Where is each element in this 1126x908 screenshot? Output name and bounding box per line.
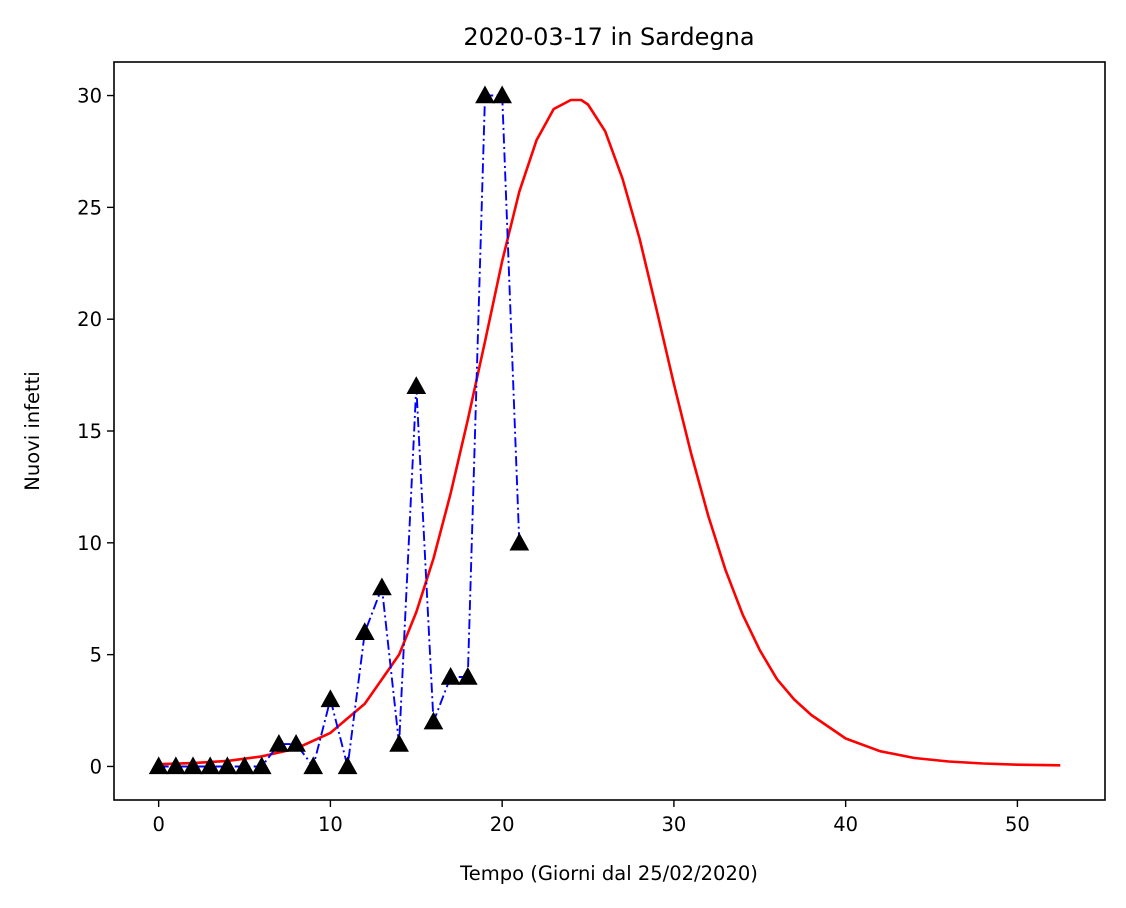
observed-point: [200, 756, 221, 775]
observed-point: [354, 622, 375, 640]
y-axis-label: Nuovi infetti: [21, 371, 44, 490]
observed-point: [372, 577, 392, 596]
y-tick-label: 15: [77, 420, 102, 443]
observed-point: [389, 734, 409, 752]
plot-area: [113, 61, 1106, 801]
observed-point: [165, 756, 186, 775]
observed-point: [475, 85, 495, 104]
x-axis-ticks: 0 10 20 30 40 50: [152, 800, 1030, 836]
x-tick-label: 10: [318, 813, 343, 836]
model-curve: [158, 98, 1061, 767]
observed-point: [269, 734, 289, 752]
observed-point: [320, 689, 341, 708]
observed-point: [251, 756, 272, 775]
observed-point: [337, 756, 358, 775]
observed-point: [406, 376, 427, 394]
series-layer: [148, 85, 1061, 775]
observed-point: [234, 756, 255, 775]
observed-point: [148, 756, 169, 775]
observed-point: [440, 666, 461, 685]
y-axis-ticks: 0 5 10 15 20 25 30: [77, 85, 114, 778]
y-tick-label: 20: [77, 308, 102, 331]
observed-point: [457, 666, 478, 685]
y-tick-label: 5: [90, 644, 102, 667]
x-axis-label: Tempo (Giorni dal 25/02/2020): [459, 862, 758, 885]
observed-point: [423, 711, 444, 730]
y-tick-label: 30: [77, 85, 102, 108]
observed-point: [286, 734, 306, 752]
observed-point: [492, 85, 513, 104]
y-tick-label: 10: [77, 532, 102, 555]
chart-title: 2020-03-17 in Sardegna: [463, 23, 754, 51]
x-tick-label: 0: [152, 813, 164, 836]
y-tick-label: 0: [90, 755, 102, 778]
x-tick-label: 20: [490, 813, 515, 836]
observed-line: [158, 94, 521, 769]
observed-point: [303, 756, 324, 775]
observed-point: [217, 756, 238, 775]
x-tick-label: 30: [661, 813, 686, 836]
observed-point: [509, 532, 530, 551]
observed-point: [183, 756, 203, 775]
x-tick-label: 40: [833, 813, 858, 836]
y-tick-label: 25: [77, 196, 102, 219]
x-tick-label: 50: [1005, 813, 1030, 836]
